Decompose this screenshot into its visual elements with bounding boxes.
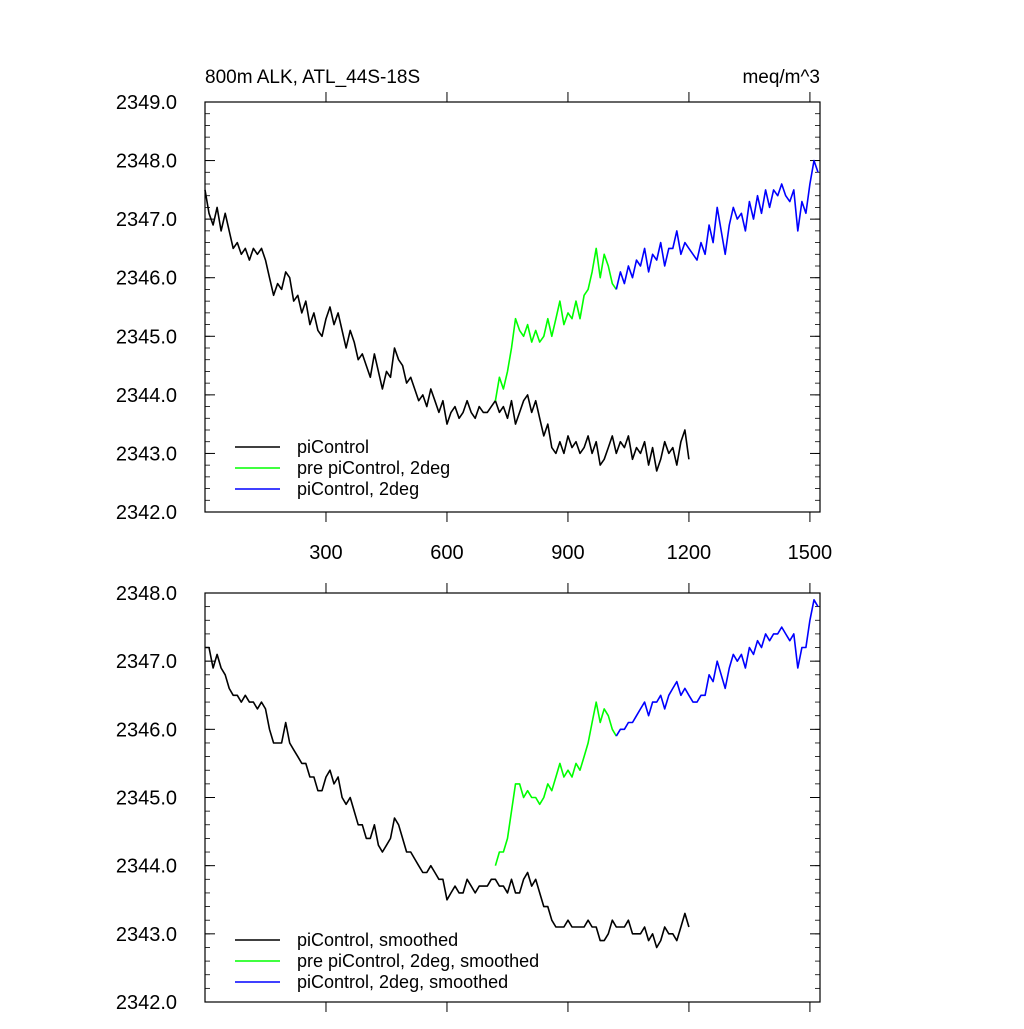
top-x-tick-label: 600 [430,542,463,564]
top-legend-label-2: piControl, 2deg [297,479,419,499]
bottom-legend-label-0: piControl, smoothed [297,930,458,950]
bottom-panel: 2342.0 2343.0 2344.0 2345.0 2346.0 2347.0 2348… [116,583,821,1014]
top-legend-label-0: piControl [297,437,369,457]
top-y-tick-label: 2344.0 [116,385,177,407]
bottom-y-tick-label: 2342.0 [116,992,177,1014]
top-x-tick-label: 300 [309,542,342,564]
top-y-tick-label: 2349.0 [116,92,177,114]
top-y-tick-label: 2347.0 [116,209,177,231]
bottom-legend-label-2: piControl, 2deg, smoothed [297,972,508,992]
top-x-tick-label: 1200 [667,542,712,564]
top-plot-area: 2342.0 2343.0 2344.0 2345.0 2346.0 2347.0 2348… [116,92,832,564]
top-series-line-2 [615,159,819,290]
bottom-y-tick-label: 2347.0 [116,651,177,673]
top-legend-label-1: pre piControl, 2deg [297,458,450,478]
bottom-y-tick-label: 2348.0 [116,583,177,605]
top-series-line-1 [494,247,617,401]
top-y-tick-label: 2342.0 [116,502,177,524]
top-y-tick-label: 2343.0 [116,443,177,465]
bottom-series-line-2 [615,598,819,737]
top-panel: 800m ALK, ATL_44S-18S meq/m^3 2342.0 2343… [116,67,832,564]
bottom-series-line-1 [494,701,617,866]
bottom-y-tick-label: 2344.0 [116,856,177,878]
bottom-series-line-0 [205,646,690,949]
bottom-legend-label-1: pre piControl, 2deg, smoothed [297,951,539,971]
top-x-tick-label: 900 [551,542,584,564]
top-chart-title: 800m ALK, ATL_44S-18S [205,67,420,88]
top-series-line-0 [204,189,690,472]
bottom-y-tick-label: 2345.0 [116,788,177,810]
bottom-y-tick-label: 2343.0 [116,924,177,946]
top-plot-frame [204,101,821,513]
top-chart-units: meq/m^3 [742,67,820,88]
top-y-tick-label: 2348.0 [116,151,177,173]
bottom-plot-area: 2342.0 2343.0 2344.0 2345.0 2346.0 2347.0 2348… [116,583,821,1014]
top-y-tick-label: 2345.0 [116,326,177,348]
bottom-y-tick-label: 2346.0 [116,719,177,741]
top-y-tick-label: 2346.0 [116,268,177,290]
top-x-tick-label: 1500 [788,542,833,564]
